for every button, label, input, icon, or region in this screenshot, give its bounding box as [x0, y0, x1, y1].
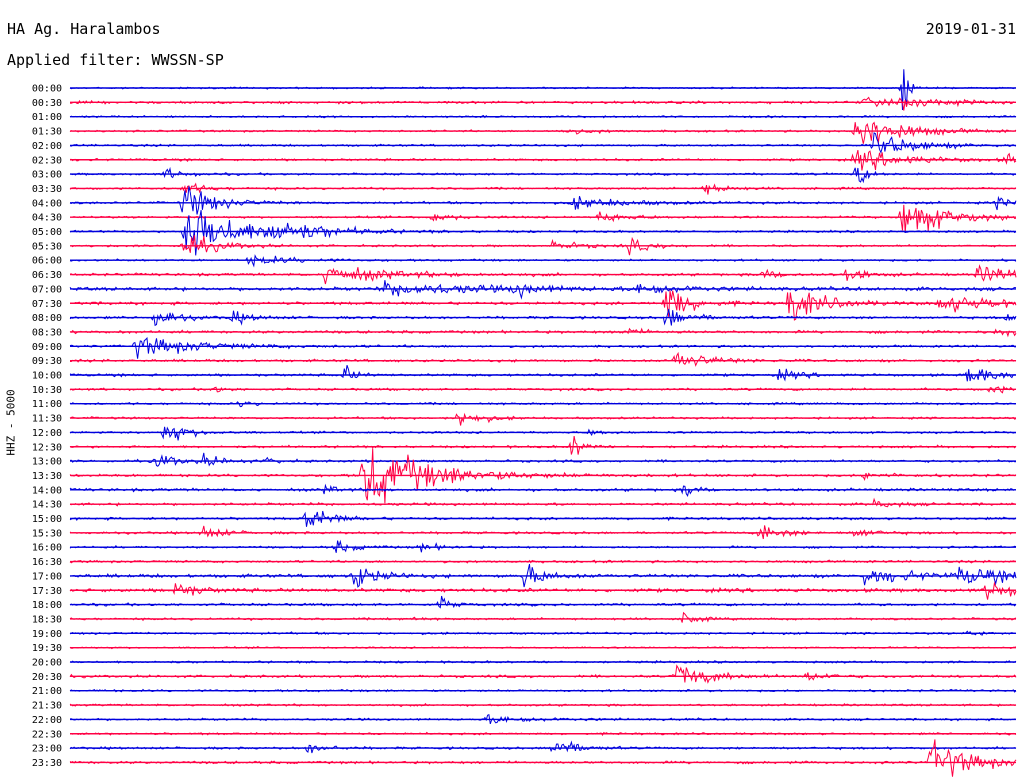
seismic-trace [69, 412, 1017, 426]
time-tick-label: 02:00 [32, 141, 62, 152]
time-tick-label: 20:30 [32, 672, 62, 683]
time-tick-label: 23:00 [32, 744, 62, 755]
seismic-trace [69, 739, 1017, 777]
time-tick-label: 02:30 [32, 155, 62, 166]
time-tick-label: 05:30 [32, 241, 62, 252]
seismic-trace [69, 365, 1017, 382]
time-tick-label: 15:00 [32, 514, 62, 525]
time-tick-label: 00:00 [32, 84, 62, 95]
time-tick-label: 15:30 [32, 528, 62, 539]
time-tick-label: 08:00 [32, 313, 62, 324]
record-date: 2019-01-31 [925, 20, 1016, 38]
seismic-trace [69, 132, 1017, 154]
time-tick-label: 03:00 [32, 170, 62, 181]
time-tick-label: 23:30 [32, 758, 62, 769]
time-tick-label: 16:30 [32, 557, 62, 568]
seismic-trace [69, 611, 1017, 623]
time-tick-label: 18:00 [32, 600, 62, 611]
time-tick-label: 11:30 [32, 414, 62, 425]
time-tick-label: 09:30 [32, 356, 62, 367]
seismic-trace [69, 182, 1017, 195]
seismic-trace [69, 69, 1016, 111]
station-name: HA Ag. Haralambos [7, 20, 161, 38]
time-tick-label: 14:30 [32, 500, 62, 511]
time-tick-label: 14:00 [32, 485, 62, 496]
time-tick-label: 21:30 [32, 701, 62, 712]
seismic-trace [69, 483, 1016, 498]
time-tick-label: 07:00 [32, 284, 62, 295]
time-tick-label: 12:30 [32, 442, 62, 453]
seismic-trace [69, 336, 1016, 359]
time-tick-label: 12:00 [32, 428, 62, 439]
seismic-trace [69, 96, 1017, 111]
time-tick-label: 08:30 [32, 327, 62, 338]
time-tick-label: 22:00 [32, 715, 62, 726]
time-tick-label: 10:00 [32, 371, 62, 382]
time-tick-label: 03:30 [32, 184, 62, 195]
time-tick-label: 04:00 [32, 198, 62, 209]
time-tick-label: 19:00 [32, 629, 62, 640]
time-tick-label: 17:30 [32, 586, 62, 597]
time-tick-label: 00:30 [32, 98, 62, 109]
time-tick-label: 11:00 [32, 399, 62, 410]
time-tick-label: 16:00 [32, 543, 62, 554]
time-tick-label: 13:00 [32, 457, 62, 468]
time-tick-label: 04:30 [32, 213, 62, 224]
seismic-trace [69, 497, 1017, 508]
time-tick-label: 13:30 [32, 471, 62, 482]
time-tick-label: 21:00 [32, 686, 62, 697]
seismic-trace [69, 664, 1017, 684]
time-tick-label: 17:00 [32, 571, 62, 582]
time-tick-label: 05:00 [32, 227, 62, 238]
seismic-trace [69, 186, 1017, 215]
time-tick-label: 18:30 [32, 614, 62, 625]
seismic-trace [69, 426, 1017, 441]
seismic-trace [69, 166, 1017, 184]
time-tick-label: 19:30 [32, 643, 62, 654]
seismic-trace [69, 452, 1017, 467]
seismic-trace [69, 290, 1017, 321]
time-tick-label: 06:00 [32, 256, 62, 267]
seismic-trace [69, 264, 1017, 285]
filter-label: Applied filter: WWSSN-SP [7, 51, 224, 69]
seismic-trace [70, 351, 1017, 367]
time-tick-label: 10:30 [32, 385, 62, 396]
time-tick-label: 22:30 [32, 729, 62, 740]
time-tick-label: 20:00 [32, 658, 62, 669]
seismic-trace [69, 595, 1017, 609]
time-tick-label: 07:30 [32, 299, 62, 310]
seismic-trace [69, 581, 1017, 600]
time-tick-label: 09:00 [32, 342, 62, 353]
time-tick-label: 01:30 [32, 127, 62, 138]
time-tick-label: 01:00 [32, 112, 62, 123]
time-tick-label: 06:30 [32, 270, 62, 281]
seismic-trace [69, 436, 1017, 455]
